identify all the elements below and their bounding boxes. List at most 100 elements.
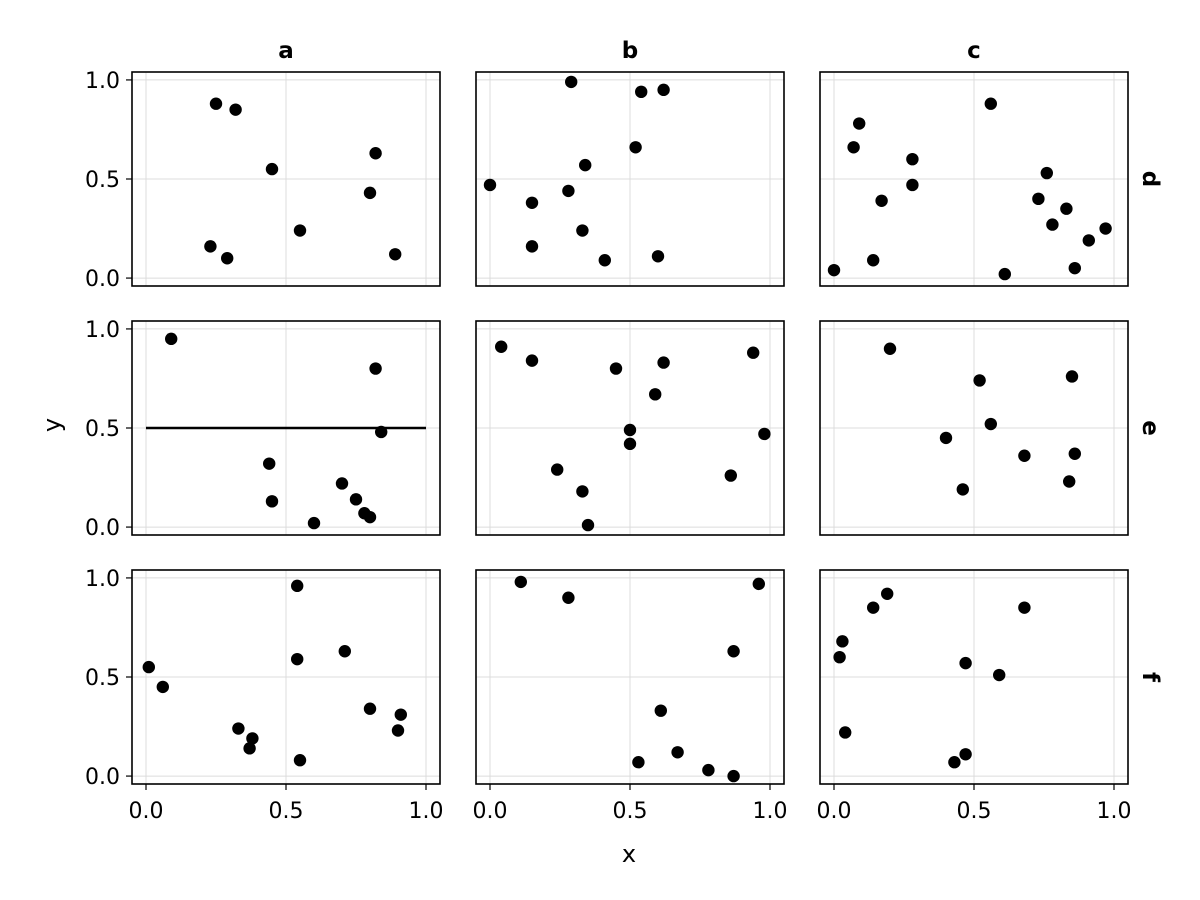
data-point bbox=[635, 85, 648, 99]
data-point bbox=[229, 103, 242, 116]
panel-a-d: 0.0 0.5 1.0 bbox=[85, 69, 441, 292]
data-point bbox=[623, 423, 637, 437]
data-point bbox=[623, 437, 637, 451]
row-facet-label: d bbox=[1137, 171, 1163, 187]
data-point bbox=[165, 332, 178, 346]
panel-frame bbox=[819, 71, 1129, 287]
data-point bbox=[291, 579, 304, 593]
y-tick-label: 0.5 bbox=[85, 417, 120, 442]
data-point bbox=[1082, 234, 1096, 247]
panel-b-f: 0.0 0.5 1.0 bbox=[473, 569, 788, 824]
column-facet-label: a bbox=[278, 38, 294, 64]
data-point bbox=[1068, 447, 1082, 460]
data-point bbox=[156, 680, 169, 694]
data-point bbox=[847, 141, 860, 154]
data-point bbox=[651, 250, 665, 263]
data-point bbox=[525, 196, 539, 209]
y-tick-label: 1.0 bbox=[85, 567, 120, 592]
data-point bbox=[221, 252, 234, 265]
data-point bbox=[632, 756, 645, 769]
y-tick-label: 0.0 bbox=[85, 267, 120, 292]
column-facet-label: c bbox=[967, 38, 981, 64]
data-point bbox=[984, 417, 997, 431]
data-point bbox=[1032, 192, 1045, 206]
data-point bbox=[747, 346, 760, 359]
data-point bbox=[1068, 261, 1082, 275]
data-point bbox=[209, 97, 223, 110]
data-point bbox=[579, 158, 592, 172]
data-point bbox=[391, 724, 405, 737]
data-point bbox=[293, 224, 307, 237]
data-point bbox=[551, 463, 564, 476]
panel-c-f: 0.0 0.5 1.0 bbox=[817, 569, 1132, 824]
panel-a-e: 0.0 0.5 1.0 bbox=[85, 318, 441, 541]
x-tick-label: 0.5 bbox=[613, 799, 648, 824]
data-point bbox=[973, 374, 986, 387]
data-point bbox=[853, 117, 866, 130]
data-point bbox=[657, 356, 670, 369]
data-point bbox=[727, 769, 740, 783]
data-point bbox=[657, 83, 670, 97]
data-point bbox=[671, 746, 684, 759]
data-point bbox=[984, 97, 997, 110]
row-facet-label: e bbox=[1137, 420, 1163, 436]
data-point bbox=[867, 601, 880, 614]
y-axis-label: y bbox=[38, 418, 66, 432]
data-point bbox=[948, 756, 961, 769]
data-point bbox=[883, 342, 897, 355]
data-point bbox=[576, 485, 589, 498]
data-point bbox=[562, 591, 575, 604]
data-point bbox=[959, 748, 972, 761]
data-point bbox=[1065, 370, 1079, 383]
x-axis-label: x bbox=[622, 840, 636, 868]
data-point bbox=[758, 427, 771, 441]
data-point bbox=[291, 652, 304, 666]
panel-c-e bbox=[819, 320, 1129, 536]
data-point bbox=[939, 431, 953, 445]
data-point bbox=[724, 469, 737, 482]
y-tick-label: 0.0 bbox=[85, 516, 120, 541]
data-point bbox=[293, 754, 307, 767]
data-point bbox=[906, 178, 919, 192]
data-point bbox=[833, 650, 846, 664]
panel-frame bbox=[475, 71, 785, 287]
data-point bbox=[265, 162, 279, 176]
data-point bbox=[369, 147, 382, 160]
data-point bbox=[525, 240, 539, 253]
data-point bbox=[369, 362, 382, 375]
data-point bbox=[243, 742, 256, 755]
data-point bbox=[1063, 475, 1076, 488]
y-tick-label: 0.0 bbox=[85, 765, 120, 790]
data-point bbox=[836, 635, 849, 648]
data-point bbox=[204, 240, 217, 253]
x-tick-label: 0.0 bbox=[129, 799, 164, 824]
data-point bbox=[1018, 601, 1031, 614]
x-tick-label: 1.0 bbox=[753, 799, 788, 824]
data-point bbox=[514, 575, 527, 589]
data-point bbox=[246, 732, 259, 745]
x-tick-label: 1.0 bbox=[1097, 799, 1132, 824]
data-point bbox=[654, 704, 667, 717]
data-point bbox=[906, 152, 919, 166]
data-point bbox=[576, 224, 589, 237]
data-point bbox=[867, 254, 880, 267]
data-point bbox=[265, 495, 279, 508]
x-tick-label: 0.5 bbox=[957, 799, 992, 824]
column-facet-label: b bbox=[622, 38, 638, 64]
data-point bbox=[839, 726, 852, 739]
y-tick-label: 1.0 bbox=[85, 69, 120, 94]
data-point bbox=[375, 425, 388, 439]
data-point bbox=[598, 254, 611, 267]
data-point bbox=[727, 645, 740, 658]
data-point bbox=[565, 75, 578, 89]
data-point bbox=[307, 516, 321, 530]
data-point bbox=[581, 518, 595, 532]
data-point bbox=[232, 722, 245, 735]
panel-frame bbox=[475, 320, 785, 536]
data-point bbox=[702, 763, 715, 777]
data-point bbox=[1018, 449, 1031, 462]
data-point bbox=[495, 340, 508, 353]
data-point bbox=[1040, 166, 1054, 180]
data-point bbox=[827, 263, 841, 277]
